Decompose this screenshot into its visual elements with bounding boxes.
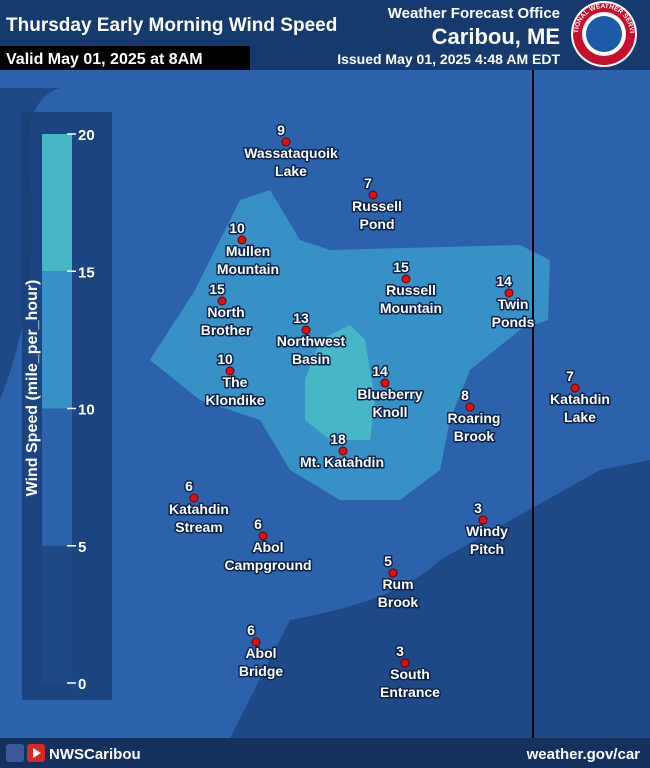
- station-dot: [465, 402, 475, 412]
- station-value: 13: [293, 310, 309, 326]
- station-name: Blueberry: [357, 386, 423, 402]
- colorbar-tick-label: 0: [78, 676, 86, 693]
- station-name: Abol: [245, 645, 276, 661]
- station-dot: [504, 288, 514, 298]
- station-dot: [380, 378, 390, 388]
- station-dot: [401, 274, 411, 284]
- station-name: Mt. Katahdin: [300, 454, 384, 470]
- colorbar-tick-label: 15: [78, 264, 95, 281]
- station-name: Mullen: [226, 243, 270, 259]
- station-value: 7: [364, 175, 372, 191]
- station-name: The: [223, 374, 248, 390]
- station-dot: [388, 568, 398, 578]
- station-value: 3: [474, 500, 482, 516]
- location: Caribou, ME: [432, 24, 560, 49]
- station-dot: [225, 366, 235, 376]
- logo-center: [586, 16, 622, 52]
- station-name: Windy: [466, 523, 508, 539]
- station-name: Ponds: [492, 314, 535, 330]
- station-name: Basin: [292, 351, 330, 367]
- stations: 9 Wassataquoik Lake 7 Russell Pond 10 Mullen Mou…: [168, 121, 612, 702]
- station-name: South: [390, 666, 430, 682]
- station-name: Brother: [201, 322, 252, 338]
- station-name: Rum: [382, 576, 413, 592]
- social-handle[interactable]: NWSCaribou: [49, 746, 141, 763]
- station-name: Roaring: [448, 410, 501, 426]
- station-value: 5: [384, 553, 392, 569]
- station-name: Katahdin: [550, 391, 610, 407]
- station-value: 9: [277, 122, 285, 138]
- station-name: Knoll: [373, 404, 408, 420]
- station-name: Wassataquoik: [244, 145, 338, 161]
- valid-time: Valid May 01, 2025 at 8AM: [6, 51, 203, 68]
- station-dot: [237, 235, 247, 245]
- station-name: Mountain: [380, 300, 442, 316]
- station-value: 15: [209, 281, 225, 297]
- station-name: Abol: [252, 539, 283, 555]
- station-dot: [368, 190, 378, 200]
- station-value: 6: [185, 478, 193, 494]
- station-name: Northwest: [277, 333, 346, 349]
- station-name: Stream: [175, 519, 222, 535]
- colorbar-band: [42, 408, 72, 546]
- station-dot: [189, 493, 199, 503]
- station-value: 6: [247, 622, 255, 638]
- station-name: Campground: [224, 557, 311, 573]
- station-name: Mountain: [217, 261, 279, 277]
- station-value: 3: [396, 643, 404, 659]
- station-name: Lake: [564, 409, 596, 425]
- valid-bar: [0, 46, 250, 70]
- station-dot: [570, 383, 580, 393]
- footer-bar: [0, 738, 650, 768]
- station-name: Russell: [352, 198, 402, 214]
- station-name: Brook: [454, 428, 495, 444]
- title: Thursday Early Morning Wind Speed: [6, 15, 337, 36]
- legend-label: Wind Speed (mile_per_hour): [24, 280, 41, 497]
- station-value: 7: [566, 368, 574, 384]
- colorbar-band: [42, 545, 72, 683]
- colorbar-tick-label: 10: [78, 402, 95, 419]
- station-value: 15: [393, 259, 409, 275]
- high-area: [305, 325, 375, 440]
- station-name: Katahdin: [169, 501, 229, 517]
- station-dot: [217, 296, 227, 306]
- station-value: 6: [254, 516, 262, 532]
- station-value: 10: [229, 220, 245, 236]
- station-dot: [400, 658, 410, 668]
- station-dot: [251, 637, 261, 647]
- footer-url[interactable]: weather.gov/car: [526, 746, 641, 763]
- station-dot: [478, 515, 488, 525]
- station-dot: [301, 325, 311, 335]
- station-dot: [258, 531, 268, 541]
- station-name: Pitch: [470, 541, 504, 557]
- station-dot: [338, 446, 348, 456]
- station-value: 18: [330, 431, 346, 447]
- office: Weather Forecast Office: [388, 5, 560, 22]
- youtube-play: [33, 748, 41, 758]
- station-value: 14: [372, 363, 388, 379]
- colorbar-tick-label: 5: [78, 539, 86, 556]
- station-name: Bridge: [239, 663, 284, 679]
- station-name: Klondike: [205, 392, 264, 408]
- station-name: Entrance: [380, 684, 440, 700]
- facebook-icon[interactable]: [6, 744, 24, 762]
- station-name: Lake: [275, 163, 307, 179]
- station-name: Pond: [360, 216, 395, 232]
- station-name: North: [207, 304, 244, 320]
- station-value: 8: [461, 387, 469, 403]
- colorbar-band: [42, 134, 72, 272]
- issued: Issued May 01, 2025 4:48 AM EDT: [337, 51, 560, 67]
- station-value: 10: [217, 351, 233, 367]
- station-name: Brook: [378, 594, 419, 610]
- station-value: 14: [496, 273, 512, 289]
- station-name: Twin: [498, 296, 529, 312]
- colorbar-band: [42, 271, 72, 409]
- colorbar-tick-label: 20: [78, 127, 95, 144]
- station-dot: [281, 137, 291, 147]
- station-name: Russell: [386, 282, 436, 298]
- low-area: [230, 460, 650, 738]
